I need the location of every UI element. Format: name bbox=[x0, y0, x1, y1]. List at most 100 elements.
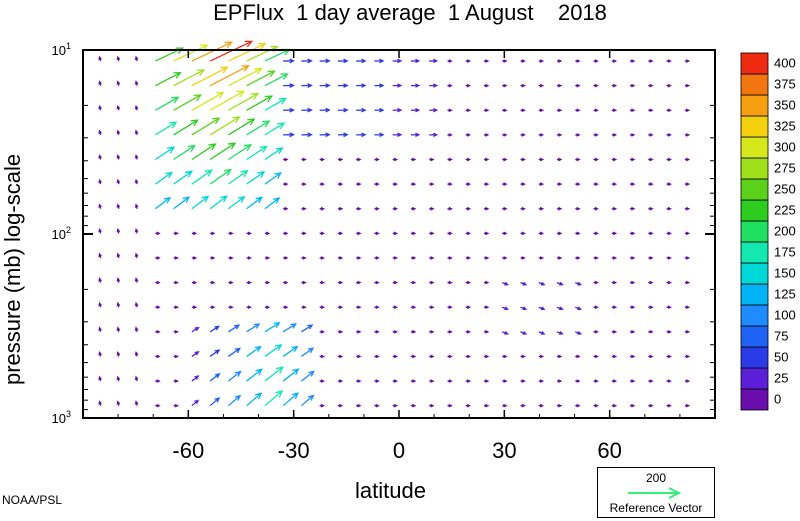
vector-arrow bbox=[374, 379, 380, 383]
arrow-head bbox=[375, 231, 380, 236]
arrow-head bbox=[194, 326, 200, 332]
arrow-head bbox=[667, 108, 672, 113]
credit-label: NOAA/PSL bbox=[2, 493, 63, 507]
vector-arrow bbox=[264, 147, 284, 161]
vector-arrow bbox=[392, 280, 399, 285]
arrow-head bbox=[433, 132, 439, 137]
arrow-head bbox=[168, 121, 178, 129]
vector-arrow bbox=[520, 256, 526, 260]
arrow-head bbox=[649, 305, 654, 310]
vector-arrow bbox=[502, 231, 508, 236]
arrow-head bbox=[558, 83, 563, 88]
arrow-head bbox=[232, 116, 241, 124]
arrow-head bbox=[211, 305, 216, 310]
arrow-head bbox=[430, 305, 435, 310]
arrow-head bbox=[503, 256, 508, 260]
colorbar-label: 400 bbox=[774, 56, 796, 71]
arrow-head bbox=[466, 231, 472, 236]
arrow-head bbox=[558, 256, 563, 260]
vector-arrow bbox=[502, 256, 508, 260]
arrow-head bbox=[357, 231, 362, 236]
vector-arrow bbox=[356, 206, 362, 211]
arrow-head bbox=[375, 280, 380, 285]
arrow-head bbox=[357, 379, 362, 383]
arrow-head bbox=[415, 83, 421, 88]
arrow-head bbox=[338, 157, 344, 162]
arrow-head bbox=[220, 66, 229, 74]
arrow-head bbox=[448, 256, 453, 260]
vector-arrow bbox=[575, 306, 583, 311]
arrow-head bbox=[484, 133, 490, 137]
vector-arrow bbox=[684, 354, 691, 359]
vector-arrow bbox=[684, 231, 691, 236]
vector-arrow bbox=[246, 345, 262, 357]
vector-arrow bbox=[155, 379, 161, 383]
arrow-head bbox=[430, 182, 435, 186]
vector-arrow bbox=[684, 280, 691, 285]
arrow-head bbox=[357, 256, 362, 260]
vector-arrow bbox=[227, 370, 242, 382]
arrow-shaft bbox=[209, 90, 245, 111]
arrow-head bbox=[156, 305, 161, 310]
arrow-head bbox=[274, 172, 282, 179]
colorbar: 0 25 50 75 100 125 150 175 200 225 250 275 300 325 350… bbox=[740, 52, 796, 411]
vector-arrow bbox=[575, 256, 581, 260]
vector-arrow bbox=[191, 280, 198, 285]
vector-arrow bbox=[684, 83, 691, 88]
arrow-shaft bbox=[264, 97, 287, 111]
arrow-head bbox=[320, 157, 326, 162]
arrow-head bbox=[338, 403, 344, 408]
arrow-head bbox=[273, 197, 281, 204]
arrow-head bbox=[594, 403, 599, 408]
arrow-head bbox=[539, 83, 545, 88]
arrow-head bbox=[503, 379, 508, 383]
colorbar-swatch bbox=[740, 367, 769, 390]
arrow-head bbox=[415, 58, 421, 64]
vector-arrow bbox=[447, 256, 453, 260]
vector-arrow bbox=[210, 280, 216, 285]
colorbar-swatch bbox=[740, 52, 769, 75]
arrow-head bbox=[201, 195, 210, 203]
arrow-head bbox=[685, 231, 691, 236]
vector-arrow bbox=[301, 58, 313, 64]
arrow-head bbox=[289, 107, 295, 113]
vector-arrow bbox=[173, 44, 209, 62]
vector-arrow bbox=[611, 330, 618, 334]
arrow-head bbox=[156, 354, 161, 359]
vector-arrow bbox=[465, 403, 472, 408]
arrow-head bbox=[411, 206, 417, 211]
arrow-head bbox=[134, 252, 139, 257]
arrow-head bbox=[307, 132, 313, 138]
arrow-head bbox=[289, 58, 295, 64]
vector-arrow bbox=[337, 58, 349, 64]
arrow-head bbox=[558, 182, 563, 186]
vector-arrow bbox=[684, 403, 691, 408]
vector-arrow bbox=[611, 182, 618, 186]
arrow-head bbox=[320, 354, 326, 359]
arrow-head bbox=[274, 344, 283, 351]
vector-arrow bbox=[319, 231, 326, 236]
vector-arrow bbox=[155, 256, 161, 260]
vector-arrow bbox=[392, 182, 399, 186]
vector-arrow bbox=[154, 146, 176, 161]
vector-arrow bbox=[429, 305, 435, 310]
arrow-head bbox=[667, 280, 672, 285]
vector-arrow bbox=[209, 349, 221, 357]
vector-arrow bbox=[116, 55, 121, 62]
arrow-head bbox=[503, 83, 508, 88]
vector-arrow bbox=[246, 305, 252, 310]
arrow-head bbox=[134, 301, 139, 307]
arrow-head bbox=[576, 403, 581, 408]
arrow-head bbox=[631, 59, 636, 63]
x-tick-label: 0 bbox=[393, 438, 405, 463]
vector-arrow bbox=[134, 227, 139, 234]
arrow-head bbox=[685, 305, 691, 310]
vector-arrow bbox=[684, 182, 691, 186]
arrow-head bbox=[667, 256, 672, 260]
vector-arrow bbox=[593, 354, 599, 359]
vector-arrow bbox=[410, 354, 417, 359]
arrow-head bbox=[134, 375, 139, 381]
arrow-head bbox=[466, 256, 472, 260]
arrow-shaft bbox=[301, 324, 313, 333]
arrow-head bbox=[171, 96, 180, 104]
